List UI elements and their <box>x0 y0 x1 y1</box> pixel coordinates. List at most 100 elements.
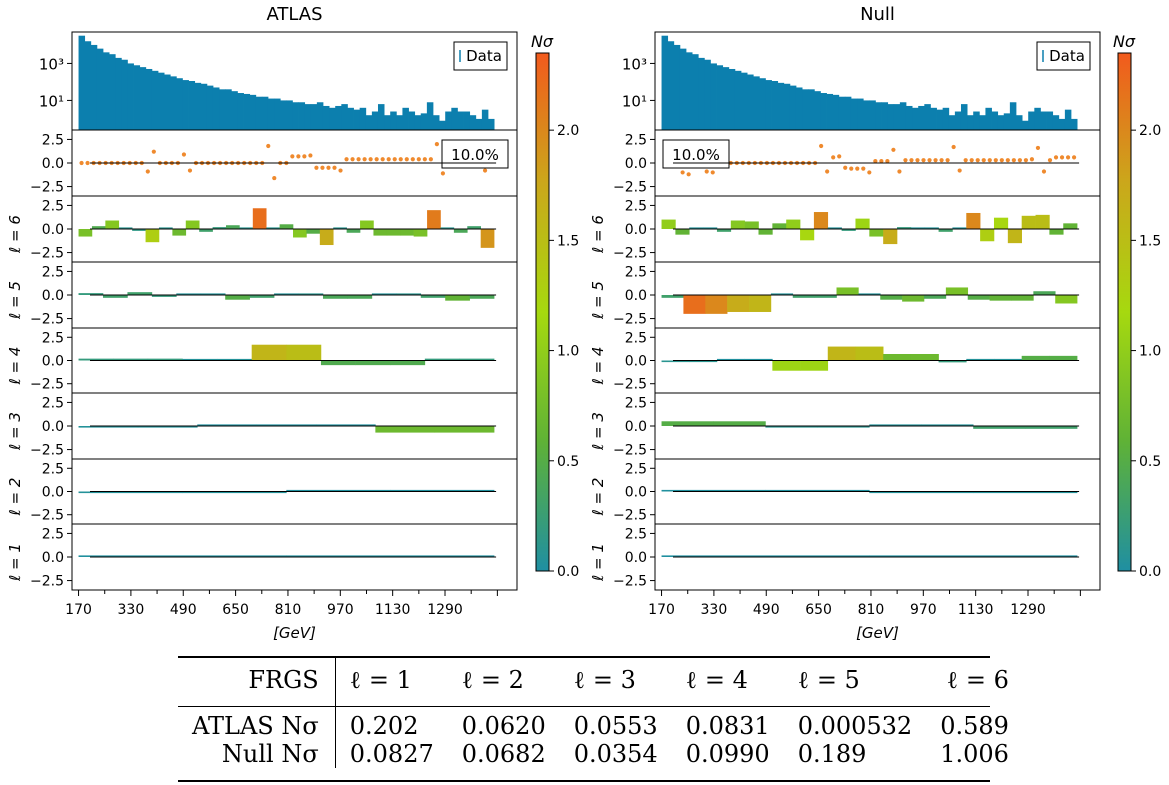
spectrum-frame <box>654 31 1101 131</box>
residual-point <box>951 144 956 150</box>
coefficient-bar <box>813 212 829 229</box>
spectrum-bar <box>899 102 907 130</box>
residual-point <box>921 158 926 163</box>
colorbar-tick-label: 1.0 <box>557 344 579 360</box>
coefficient-bar <box>225 225 240 229</box>
colorbar-label: Nσ <box>1113 32 1136 51</box>
y-tick-label: 0.0 <box>625 485 647 501</box>
spectrum-bar <box>194 82 202 130</box>
coefficient-bar <box>225 295 250 300</box>
y-tick-label: 10¹ <box>622 92 647 110</box>
coefficient-bar <box>322 295 348 299</box>
spectrum-bar <box>457 111 464 130</box>
spectrum-bar <box>359 107 367 130</box>
coefficient-bar <box>772 223 787 229</box>
spectrum-bar <box>685 52 693 130</box>
coefficient-bar <box>938 360 967 363</box>
x-tick-label: 1290 <box>1010 602 1046 618</box>
table-header-l6: ℓ = 6 <box>946 665 1009 694</box>
level-row: ℓ = 4 2.5 0.0 −2.5 <box>589 327 1101 394</box>
coefficient-bar <box>713 421 766 426</box>
legend-box <box>1036 41 1091 71</box>
coefficient-bar <box>78 555 287 557</box>
spectrum-bar <box>157 72 165 130</box>
coefficient-bar <box>252 208 267 229</box>
x-tick-label: 330 <box>118 602 145 618</box>
residual-row: 10.0% 2.5 0.0 −2.5 <box>30 129 518 197</box>
coefficient-bar <box>420 295 446 298</box>
spectrum-bar <box>1040 111 1047 130</box>
residual-point <box>939 158 944 163</box>
y-tick-label: 0.0 <box>625 222 647 238</box>
spectrum-bar <box>673 44 681 130</box>
residual-point <box>993 158 998 163</box>
coefficient-bar <box>480 229 495 248</box>
y-tick-label: −2.5 <box>30 246 64 262</box>
coefficient-bar <box>158 227 173 229</box>
table-header-l1: ℓ = 1 <box>349 665 412 694</box>
coefficient-bar <box>256 424 317 426</box>
coefficient-bar <box>966 358 995 361</box>
y-tick-label: 2.5 <box>42 330 64 346</box>
table-cell: 0.000532 <box>797 712 913 740</box>
spectrum-bar <box>304 104 312 130</box>
coefficient-bar <box>921 424 974 426</box>
spectrum-bar <box>219 89 226 130</box>
coefficient-bar <box>1063 223 1078 229</box>
colorbar-bar <box>1117 52 1132 572</box>
spectrum-bar <box>985 107 992 130</box>
y-tick-label: −2.5 <box>30 574 64 590</box>
residual-point <box>867 170 872 175</box>
residual-point <box>320 165 325 170</box>
coefficient-bar <box>792 295 815 298</box>
coefficient-bar <box>197 424 257 426</box>
y-tick-label: 2.5 <box>42 132 64 148</box>
spectrum-bar <box>759 78 766 130</box>
y-tick-label: 0.0 <box>42 354 64 370</box>
y-tick-label: 10³ <box>622 55 647 73</box>
spectrum-bar <box>728 68 736 130</box>
residual-point <box>933 158 938 163</box>
residual-point <box>386 157 391 162</box>
spectrum-bar <box>771 81 779 130</box>
spectrum-bar <box>267 98 275 130</box>
spectrum-bar <box>396 115 403 130</box>
y-tick-label: 0.0 <box>42 485 64 501</box>
coefficient-bar <box>182 358 218 361</box>
residual-point <box>969 158 974 163</box>
residual-point <box>999 158 1004 163</box>
residual-point <box>837 154 842 159</box>
y-tick-label: 2.5 <box>625 330 647 346</box>
table-cell: 0.0831 <box>685 712 770 740</box>
y-tick-label: 2.5 <box>42 264 64 280</box>
table-header-row: FRGS ℓ = 1 ℓ = 2 ℓ = 3 ℓ = 4 ℓ = 5 ℓ = 6 <box>178 656 1023 704</box>
coefficient-bar <box>185 220 200 229</box>
residual-point <box>362 157 367 162</box>
coefficient-bar <box>880 295 903 300</box>
residual-point <box>181 152 187 157</box>
spectrum-bar <box>280 100 287 130</box>
y-tick-label: 2.5 <box>625 526 647 542</box>
spectrum-bar <box>710 63 717 131</box>
spectrum-bar <box>734 70 742 130</box>
coefficient-bar <box>817 426 870 428</box>
spectrum-bar <box>145 68 153 130</box>
spectrum-bar <box>463 111 471 130</box>
coefficient-bar <box>661 219 676 229</box>
residual-point <box>296 154 301 159</box>
residual-point <box>843 165 848 170</box>
y-tick-label: −2.5 <box>613 574 647 590</box>
coefficient-bar <box>675 229 690 235</box>
coefficient-bar <box>286 489 391 492</box>
coefficient-bar <box>78 491 183 494</box>
residual-point <box>380 157 385 162</box>
coefficient-bar <box>413 229 428 237</box>
table-cell: 0.202 <box>349 712 419 740</box>
colorbar-tick-label: 0.0 <box>1139 564 1161 580</box>
y-tick-label: 2.5 <box>625 198 647 214</box>
coefficient-bar <box>749 295 772 312</box>
coefficient-bar <box>176 293 202 295</box>
table-cell: 0.0620 <box>461 712 546 740</box>
coefficient-bar <box>973 426 1026 429</box>
residual-point <box>266 143 271 149</box>
